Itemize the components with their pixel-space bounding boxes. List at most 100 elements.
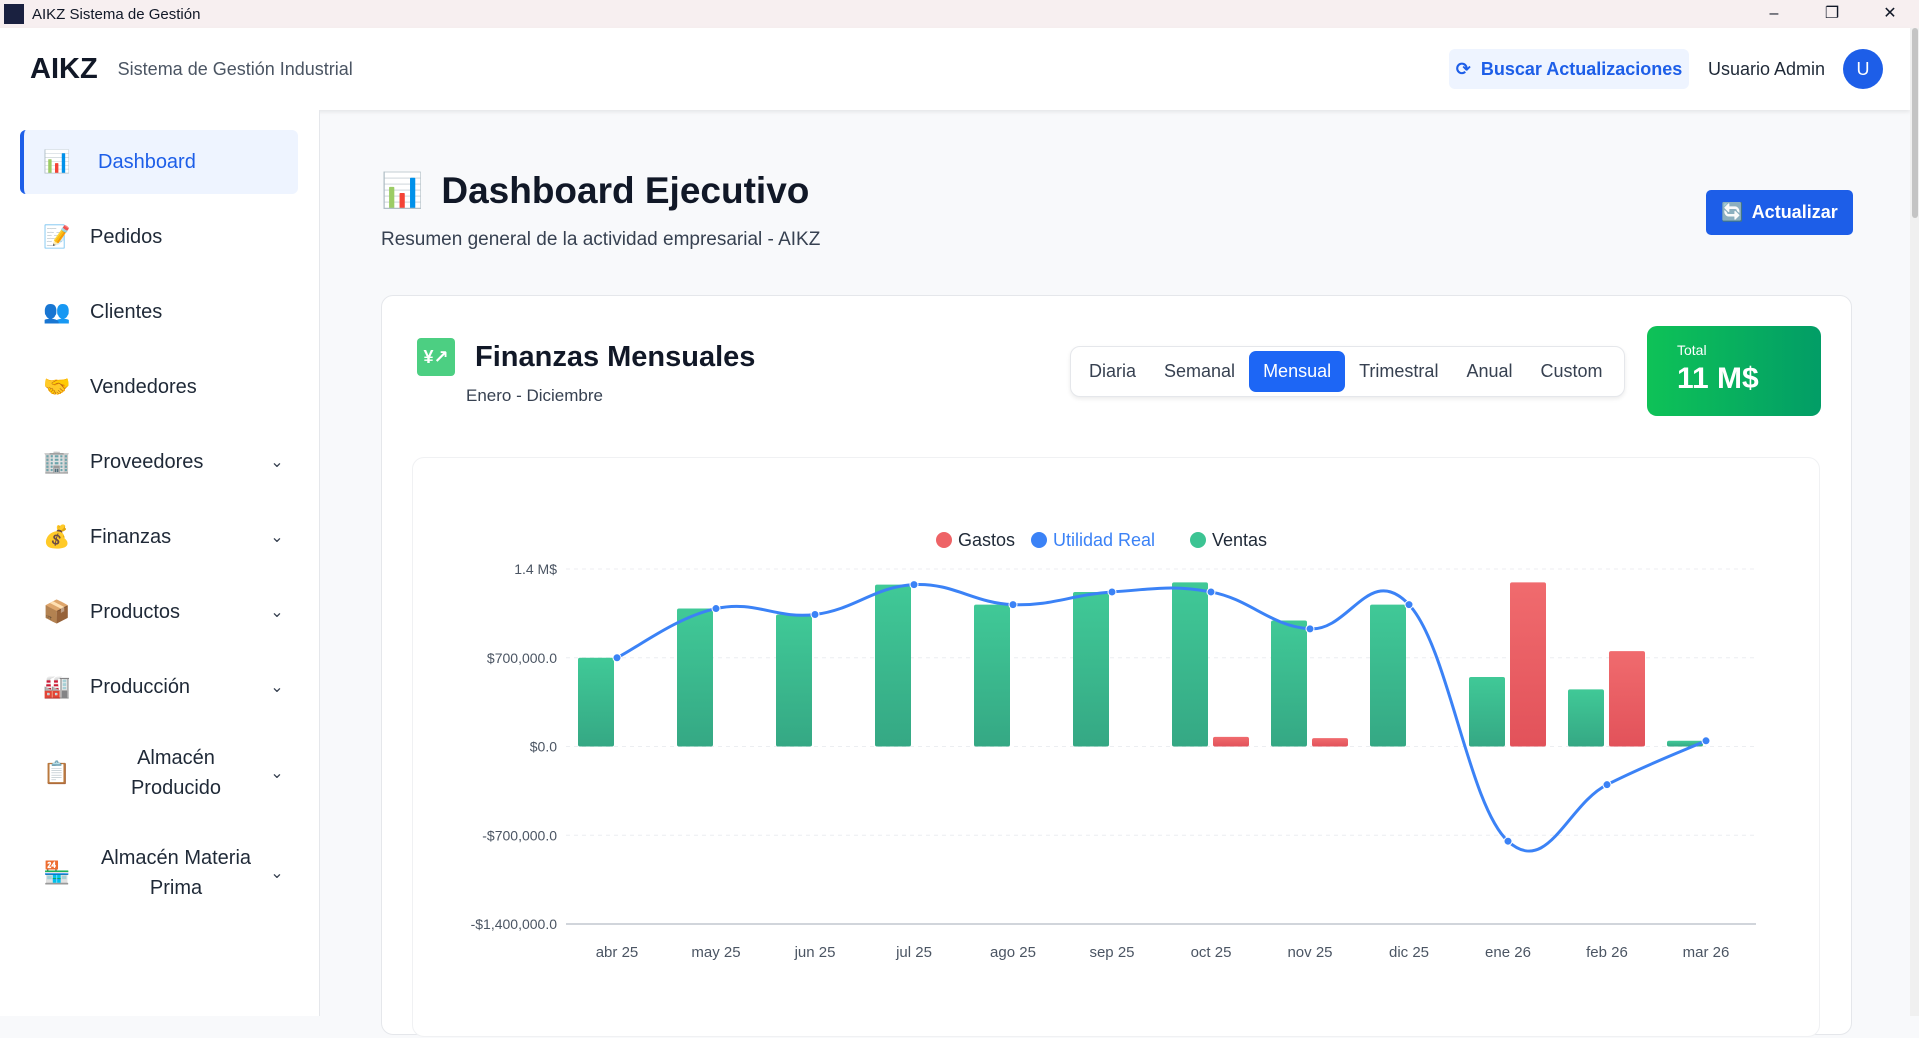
chevron-down-icon[interactable]: ⌄: [270, 679, 284, 696]
utilidad-point: [810, 610, 820, 620]
refresh-label: Actualizar: [1751, 202, 1838, 222]
card-title-text: Finanzas Mensuales: [475, 340, 756, 373]
y-tick-label: -$1,400,000.0: [471, 916, 558, 932]
scrollbar-thumb[interactable]: [1912, 28, 1918, 218]
ventas-bar: [974, 604, 1010, 747]
y-tick-label: $700,000.0: [487, 650, 557, 666]
chevron-down-icon[interactable]: ⌄: [270, 765, 284, 782]
period-tabs: Diaria Semanal Mensual Trimestral Anual Custo…: [1070, 346, 1625, 397]
check-updates-label: Buscar Actualizaciones: [1480, 58, 1683, 79]
scrollbar[interactable]: [1910, 28, 1919, 1016]
app-header: AIKZ Sistema de Gestión Industrial ⟳ Bus…: [0, 28, 1910, 110]
utilidad-point: [1107, 587, 1117, 597]
sidebar-item-label: Almacén Materia Prima: [100, 847, 252, 899]
sidebar-item-productos[interactable]: 📦 Productos ⌄: [20, 580, 298, 644]
x-tick-label: may 25: [691, 944, 740, 961]
sidebar-item-label: Dashboard: [98, 151, 196, 173]
refresh-icon: ⟳: [1455, 58, 1471, 79]
x-tick-label: jul 25: [895, 944, 932, 961]
refresh-icon: 🔄: [1721, 202, 1744, 222]
sidebar-item-clientes[interactable]: 👥 Clientes: [20, 280, 298, 344]
sidebar-item-produccion[interactable]: 🏭 Producción ⌄: [20, 655, 298, 719]
tab-semanal[interactable]: Semanal: [1164, 361, 1236, 381]
sidebar-item-label: Finanzas: [90, 526, 172, 548]
gastos-bar: [1510, 582, 1546, 747]
sidebar-item-icon: 💰: [43, 524, 71, 549]
tab-diaria[interactable]: Diaria: [1089, 361, 1137, 381]
total-label: Total: [1677, 342, 1707, 358]
window-titlebar: AIKZ Sistema de Gestión – ❐ ✕: [0, 0, 1919, 28]
legend-label: Ventas: [1212, 530, 1267, 550]
finance-chart-icon: ¥↗: [417, 338, 455, 376]
x-tick-label: abr 25: [596, 944, 639, 961]
sidebar-item-label: Proveedores: [90, 451, 204, 473]
chevron-down-icon[interactable]: ⌄: [270, 454, 284, 471]
y-tick-label: -$700,000.0: [482, 827, 557, 843]
x-tick-label: dic 25: [1389, 944, 1429, 961]
ventas-bar: [677, 608, 713, 747]
sidebar-item-icon: 📝: [43, 224, 71, 249]
legend-label: Gastos: [958, 530, 1015, 550]
legend-marker: [1031, 532, 1047, 548]
tab-anual[interactable]: Anual: [1466, 361, 1513, 381]
refresh-button[interactable]: 🔄 Actualizar: [1706, 190, 1853, 235]
tab-custom[interactable]: Custom: [1540, 361, 1603, 381]
ventas-bar: [1271, 620, 1307, 747]
sidebar-item-finanzas[interactable]: 💰 Finanzas ⌄: [20, 505, 298, 569]
gastos-bar: [1609, 651, 1645, 747]
sidebar-item-label: Productos: [90, 601, 181, 623]
ventas-bar: [1073, 591, 1109, 747]
sidebar-item-vendedores[interactable]: 🤝 Vendedores: [20, 355, 298, 419]
app-icon: [4, 4, 24, 24]
sidebar-item-icon: 🤝: [43, 374, 71, 399]
sidebar-item-almacen-producido[interactable]: 📋 Almacén Producido ⌄: [20, 733, 298, 813]
ventas-bar: [1370, 604, 1406, 747]
x-tick-label: oct 25: [1191, 944, 1232, 961]
chart-icon: 📊: [381, 172, 424, 210]
gastos-bar: [1213, 736, 1249, 747]
chevron-down-icon[interactable]: ⌄: [270, 604, 284, 621]
minimize-button[interactable]: –: [1769, 5, 1779, 22]
ventas-bar: [776, 614, 812, 747]
y-tick-label: 1.4 M$: [514, 561, 557, 577]
utilidad-point: [612, 653, 622, 663]
x-tick-label: ago 25: [990, 944, 1036, 961]
chevron-down-icon[interactable]: ⌄: [270, 529, 284, 546]
check-updates-button[interactable]: ⟳ Buscar Actualizaciones: [1449, 49, 1689, 89]
sidebar-item-icon: 👥: [43, 299, 71, 324]
utilidad-point: [1602, 780, 1612, 790]
x-tick-label: nov 25: [1287, 944, 1332, 961]
close-button[interactable]: ✕: [1883, 5, 1897, 22]
sidebar-item-pedidos[interactable]: 📝 Pedidos: [20, 205, 298, 269]
sidebar-item-icon: 📦: [43, 599, 71, 624]
sidebar: 📊 Dashboard 📝 Pedidos 👥 Clientes 🤝 Vendedores 🏢 P…: [0, 110, 320, 1016]
x-tick-label: jun 25: [794, 944, 836, 961]
maximize-button[interactable]: ❐: [1824, 5, 1840, 22]
x-tick-label: feb 26: [1586, 944, 1628, 961]
tab-mensual[interactable]: Mensual: [1249, 351, 1346, 392]
chevron-down-icon[interactable]: ⌄: [270, 865, 284, 882]
user-name: Usuario Admin: [1708, 59, 1826, 79]
sidebar-item-label: Clientes: [90, 301, 163, 323]
page-title: 📊 Dashboard Ejecutivo: [381, 170, 809, 212]
tab-trimestral[interactable]: Trimestral: [1359, 361, 1439, 381]
utilidad-point: [1008, 600, 1018, 610]
logo: AIKZ: [30, 52, 98, 85]
sidebar-item-proveedores[interactable]: 🏢 Proveedores ⌄: [20, 430, 298, 494]
card-title: ¥↗ Finanzas Mensuales: [417, 338, 755, 376]
ventas-bar: [875, 584, 911, 747]
sidebar-item-dashboard[interactable]: 📊 Dashboard: [20, 130, 298, 194]
legend-label: Utilidad Real: [1053, 530, 1155, 550]
sidebar-item-almacen-materia-prima[interactable]: 🏪 Almacén Materia Prima ⌄: [20, 833, 298, 913]
page-subtitle: Resumen general de la actividad empresar…: [381, 229, 821, 250]
utilidad-point: [909, 580, 919, 590]
ventas-bar: [578, 657, 614, 747]
utilidad-point: [1701, 736, 1711, 746]
gastos-bar: [1312, 738, 1348, 747]
utilidad-point: [1305, 624, 1315, 634]
utilidad-point: [1206, 587, 1216, 597]
utilidad-point: [1503, 836, 1513, 846]
avatar[interactable]: U: [1843, 49, 1883, 89]
sidebar-item-icon: 🏪: [43, 860, 71, 885]
x-tick-label: ene 26: [1485, 944, 1531, 961]
